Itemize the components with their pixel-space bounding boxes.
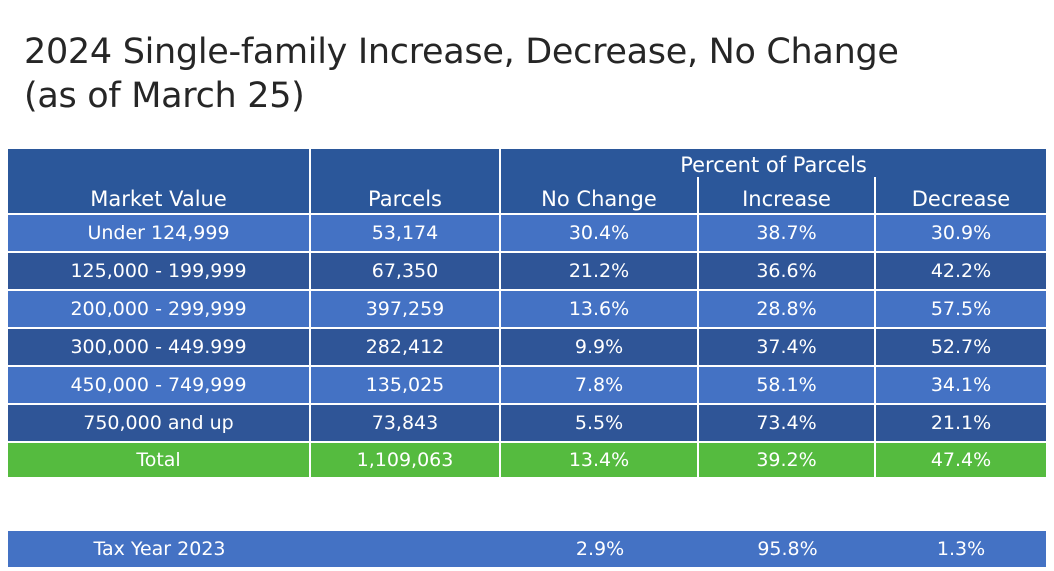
cell-no-change: 7.8% — [501, 367, 699, 405]
tax-year-row: Tax Year 2023 2.9% 95.8% 1.3% — [8, 531, 1046, 567]
tax-year-increase: 95.8% — [699, 531, 876, 567]
cell-market-value: 750,000 and up — [8, 405, 311, 443]
title-line-2: (as of March 25) — [24, 74, 1024, 118]
cell-parcels: 73,843 — [311, 405, 501, 443]
cell-increase: 38.7% — [699, 215, 876, 253]
cell-market-value: 300,000 - 449.999 — [8, 329, 311, 367]
cell-decrease: 30.9% — [876, 215, 1046, 253]
tax-year-decrease: 1.3% — [876, 531, 1046, 567]
parcels-table: Market Value Parcels Percent of Parcels … — [8, 149, 1046, 479]
cell-no-change: 5.5% — [501, 405, 699, 443]
cell-market-value: Under 124,999 — [8, 215, 311, 253]
title-line-1: 2024 Single-family Increase, Decrease, N… — [24, 30, 1024, 74]
cell-decrease: 21.1% — [876, 405, 1046, 443]
tax-year-label: Tax Year 2023 — [8, 531, 311, 567]
cell-decrease: 34.1% — [876, 367, 1046, 405]
total-no-change: 13.4% — [501, 443, 699, 479]
total-label: Total — [8, 443, 311, 479]
header-parcels: Parcels — [311, 149, 501, 215]
cell-no-change: 30.4% — [501, 215, 699, 253]
cell-market-value: 125,000 - 199,999 — [8, 253, 311, 291]
slide: 2024 Single-family Increase, Decrease, N… — [0, 0, 1054, 571]
cell-decrease: 57.5% — [876, 291, 1046, 329]
table-row: 450,000 - 749,999 135,025 7.8% 58.1% 34.… — [8, 367, 1046, 405]
cell-increase: 37.4% — [699, 329, 876, 367]
header-no-change: No Change — [501, 177, 699, 215]
cell-parcels: 53,174 — [311, 215, 501, 253]
table-row: 750,000 and up 73,843 5.5% 73.4% 21.1% — [8, 405, 1046, 443]
cell-market-value: 200,000 - 299,999 — [8, 291, 311, 329]
cell-parcels: 282,412 — [311, 329, 501, 367]
cell-parcels: 397,259 — [311, 291, 501, 329]
header-percent-of-parcels: Percent of Parcels — [501, 149, 1046, 177]
header-decrease: Decrease — [876, 177, 1046, 215]
cell-increase: 73.4% — [699, 405, 876, 443]
cell-increase: 28.8% — [699, 291, 876, 329]
total-increase: 39.2% — [699, 443, 876, 479]
cell-no-change: 13.6% — [501, 291, 699, 329]
total-parcels: 1,109,063 — [311, 443, 501, 479]
cell-increase: 36.6% — [699, 253, 876, 291]
table-row: Under 124,999 53,174 30.4% 38.7% 30.9% — [8, 215, 1046, 253]
tax-year-table: Tax Year 2023 2.9% 95.8% 1.3% — [8, 531, 1046, 567]
cell-increase: 58.1% — [699, 367, 876, 405]
cell-no-change: 9.9% — [501, 329, 699, 367]
cell-market-value: 450,000 - 749,999 — [8, 367, 311, 405]
header-increase: Increase — [699, 177, 876, 215]
cell-parcels: 135,025 — [311, 367, 501, 405]
header-row-top: Market Value Parcels Percent of Parcels — [8, 149, 1046, 177]
table-row: 300,000 - 449.999 282,412 9.9% 37.4% 52.… — [8, 329, 1046, 367]
total-decrease: 47.4% — [876, 443, 1046, 479]
table-row: 125,000 - 199,999 67,350 21.2% 36.6% 42.… — [8, 253, 1046, 291]
tax-year-parcels — [311, 531, 501, 567]
cell-parcels: 67,350 — [311, 253, 501, 291]
total-row: Total 1,109,063 13.4% 39.2% 47.4% — [8, 443, 1046, 479]
header-market-value: Market Value — [8, 149, 311, 215]
table-row: 200,000 - 299,999 397,259 13.6% 28.8% 57… — [8, 291, 1046, 329]
tax-year-no-change: 2.9% — [501, 531, 699, 567]
cell-decrease: 52.7% — [876, 329, 1046, 367]
page-title: 2024 Single-family Increase, Decrease, N… — [24, 30, 1024, 118]
cell-no-change: 21.2% — [501, 253, 699, 291]
cell-decrease: 42.2% — [876, 253, 1046, 291]
